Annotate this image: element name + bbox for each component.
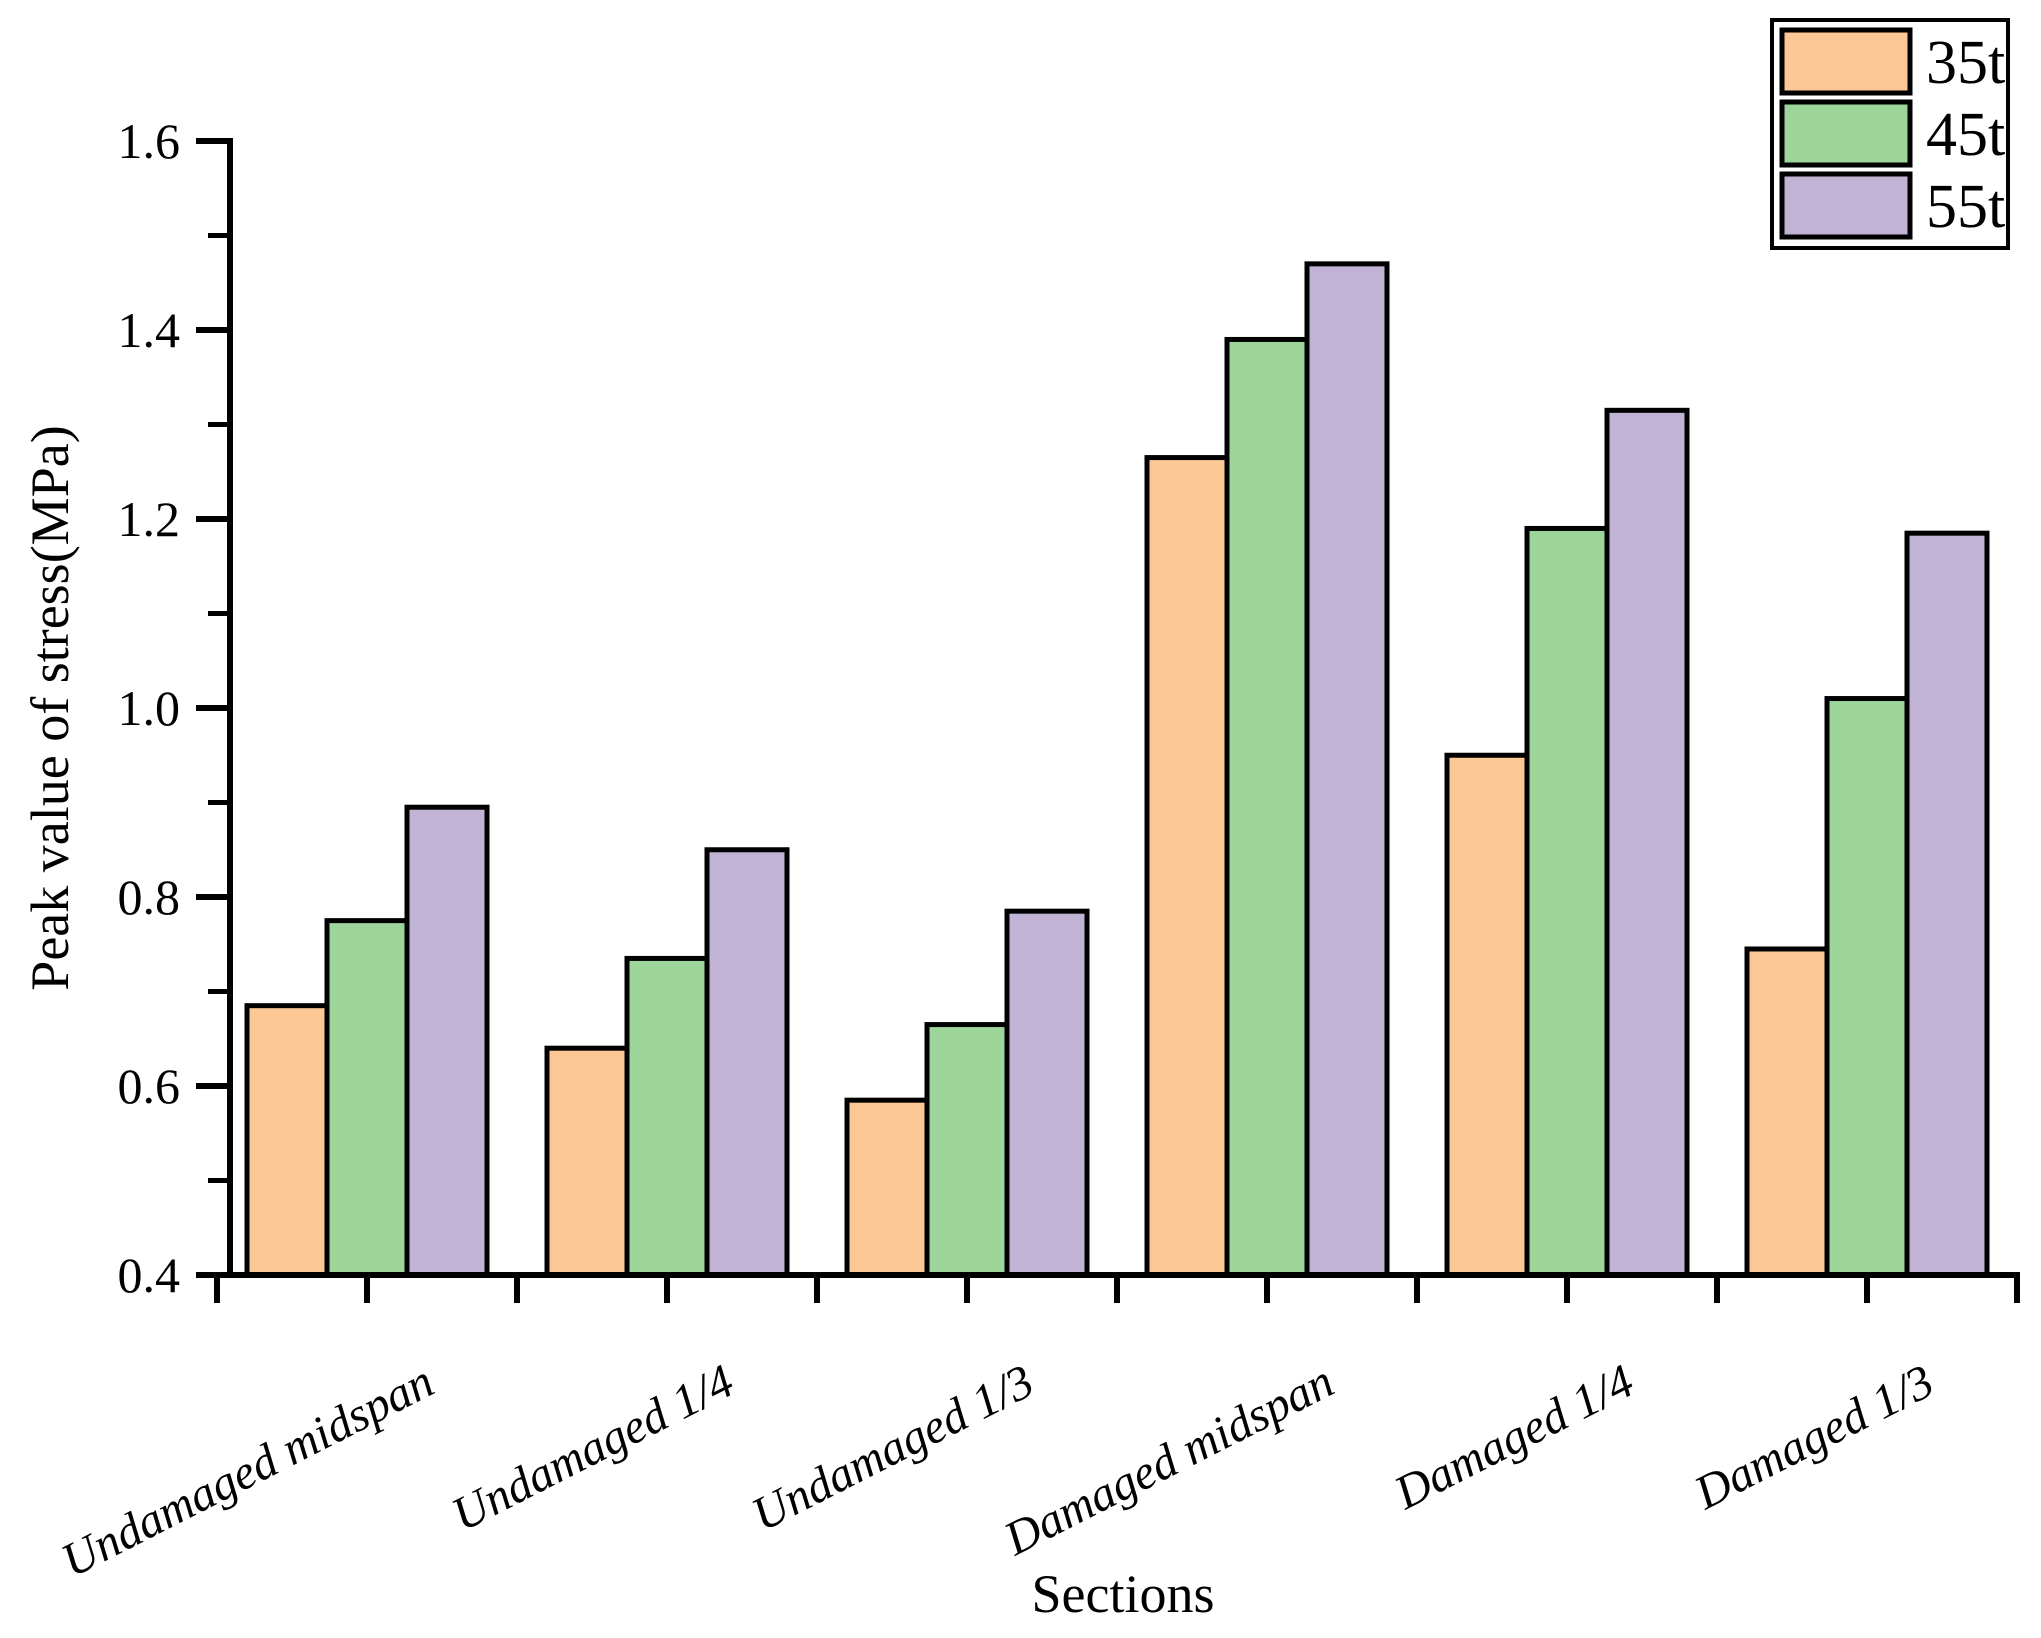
y-tick-label-0.6: 0.6 xyxy=(118,1058,181,1114)
legend-label-35t: 35t xyxy=(1926,29,2005,97)
bar-55t-cat2 xyxy=(1004,908,1090,1278)
category-label-4: Damaged 1/4 xyxy=(1385,1355,1642,1521)
bar-55t-cat1 xyxy=(704,847,790,1278)
category-label-2: Undamaged 1/3 xyxy=(744,1355,1042,1542)
bar-55t-cat0 xyxy=(404,804,490,1278)
y-tick-label-1.6: 1.6 xyxy=(118,113,181,169)
legend-swatch-35t xyxy=(1779,27,1913,96)
legend: 35t 45t 55t xyxy=(1770,18,2010,250)
bar-45t-cat4 xyxy=(1524,525,1610,1278)
bar-45t-cat5 xyxy=(1824,696,1910,1278)
y-tick-label-0.8: 0.8 xyxy=(118,869,181,925)
bar-45t-cat1 xyxy=(624,955,710,1278)
bar-35t-cat4 xyxy=(1444,752,1530,1278)
bar-45t-cat0 xyxy=(324,918,410,1278)
y-tick-label-1.0: 1.0 xyxy=(118,680,181,736)
category-label-5: Damaged 1/3 xyxy=(1685,1355,1942,1521)
legend-label-45t: 45t xyxy=(1926,101,2005,169)
bar-35t-cat3 xyxy=(1144,455,1230,1278)
category-label-3: Damaged midspan xyxy=(995,1355,1342,1567)
category-label-0: Undamaged midspan xyxy=(53,1355,442,1588)
legend-label-55t: 55t xyxy=(1926,173,2005,241)
bar-45t-cat2 xyxy=(924,1022,1010,1278)
y-tick-label-0.4: 0.4 xyxy=(118,1247,181,1303)
category-label-1: Undamaged 1/4 xyxy=(444,1355,742,1542)
legend-swatch-45t xyxy=(1779,99,1913,168)
bar-35t-cat1 xyxy=(544,1045,630,1278)
bars-layer xyxy=(244,261,1990,1278)
bar-35t-cat5 xyxy=(1744,946,1830,1278)
y-tick-label-1.2: 1.2 xyxy=(118,491,181,547)
bar-35t-cat0 xyxy=(244,1003,330,1278)
category-labels-layer: Undamaged midspan Undamaged 1/4 Undamaged … xyxy=(53,1355,1942,1588)
axis-ticks-layer: 0.4 0.6 0.8 1.0 1.2 1.4 1.6 xyxy=(118,113,2020,1303)
bar-55t-cat4 xyxy=(1604,407,1690,1278)
bar-55t-cat3 xyxy=(1304,261,1390,1278)
bar-35t-cat2 xyxy=(844,1097,930,1278)
bar-55t-cat5 xyxy=(1904,530,1990,1278)
bar-45t-cat3 xyxy=(1224,336,1310,1278)
legend-swatch-55t xyxy=(1779,171,1913,240)
x-axis-title: Sections xyxy=(1032,1564,1215,1624)
y-axis-title: Peak value of stress(MPa) xyxy=(20,425,80,990)
y-tick-label-1.4: 1.4 xyxy=(118,302,181,358)
